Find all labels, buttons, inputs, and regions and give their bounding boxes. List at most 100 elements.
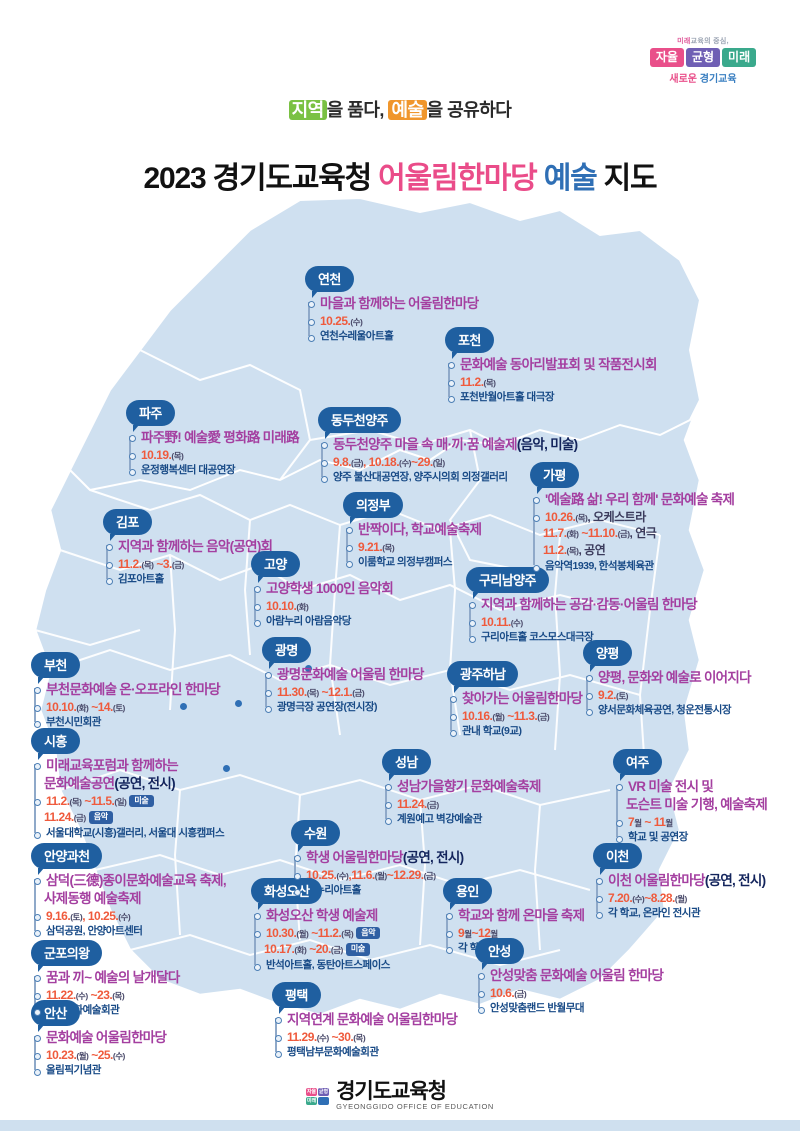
region-rows: 미래교육포럼과 함께하는 문화예술공연(공연, 전시) 11.2.(목) ~11… (31, 758, 225, 841)
region-tag-paju[interactable]: 파주 (126, 400, 175, 432)
bullet-dot-icon (346, 544, 353, 552)
event-venue: 올림픽기념관 (46, 1064, 101, 1077)
title-part-org: 2023 경기도교육청 (143, 162, 379, 196)
region-entry-gwangju-hanam[interactable]: 광주하남 찾아가는 어울림한마당 10.16.(월) ~11.3.(금) 관내 … (447, 661, 583, 740)
category-badge-misul: 미술 (345, 943, 370, 956)
region-tag-hwaseong-osan[interactable]: 화성오산 (251, 878, 323, 910)
region-entry-ansan[interactable]: 안산 문화예술 어울림한마당 10.23.(월) ~25.(수) 올림픽기념관 (31, 1000, 167, 1079)
region-tag-siheung[interactable]: 시흥 (31, 728, 80, 760)
bullet-dot-icon (385, 818, 392, 826)
region-rows: 지역연계 문화예술 어울림한마당 11.29.(수) ~30.(목) 평택남부문… (272, 1012, 458, 1060)
bullet-dot-icon (616, 784, 623, 791)
event-title-line2: 도슨트 미술 기행, 예술축제 (626, 796, 768, 812)
row-date: 10.10.(화) (254, 599, 393, 615)
region-entry-icheon[interactable]: 이천 이천 어울림한마당(공연, 전시) 7.20.(수)~8.28.(월) 각… (593, 843, 766, 922)
row-venue: 평택남부문화예술회관 (275, 1046, 457, 1060)
region-tag-goyang[interactable]: 고양 (251, 551, 300, 583)
region-tag-gapyeong[interactable]: 가평 (530, 462, 579, 494)
region-tag-seongnam[interactable]: 성남 (382, 749, 431, 781)
bullet-dot-icon (596, 878, 603, 885)
bullet-dot-icon (596, 895, 603, 903)
region-tag-yeoncheon[interactable]: 연천 (305, 266, 354, 298)
event-date: 10.23.(월) ~25.(수) (46, 1047, 125, 1062)
region-tag-anyang-gwacheon[interactable]: 안양과천 (31, 843, 103, 875)
bullet-dot-icon (385, 801, 392, 809)
region-tag-pocheon[interactable]: 포천 (445, 327, 494, 359)
event-date: 7.20.(수)~8.28.(월) (608, 890, 687, 905)
region-entry-pyeongtaek[interactable]: 평택 지역연계 문화예술 어울림한마당 11.29.(수) ~30.(목) 평택… (272, 982, 458, 1061)
region-entry-hwaseong-osan[interactable]: 화성오산 화성오산 학생 예술제 10.30.(월) ~11.2.(목) 음악 1… (251, 878, 390, 974)
bullet-dot-icon (321, 442, 328, 449)
event-date: 9.16.(토), 10.25.(수) (46, 908, 131, 923)
event-title-line2: 문화예술공연(공연, 전시) (44, 775, 176, 791)
region-entry-goyang[interactable]: 고양 고양학생 1000인 음악회 10.10.(화) 아람누리 아람음악당 (251, 551, 394, 630)
region-entry-siheung[interactable]: 시흥 미래교육포럼과 함께하는 문화예술공연(공연, 전시) 11.2.(목) … (31, 728, 225, 842)
bullet-dot-icon (254, 620, 261, 628)
bullet-dot-icon (346, 527, 353, 534)
event-venue: 반석아트홀, 동탄아트스페이스 (266, 959, 390, 972)
region-tag-gwangmyeong[interactable]: 광명 (262, 637, 311, 669)
title-part-art: 예술 (536, 162, 604, 196)
region-tag-gimpo[interactable]: 김포 (103, 509, 152, 541)
region-tag-anseong[interactable]: 안성 (475, 938, 524, 970)
row-title: 마을과 함께하는 어울림한마당 (308, 296, 479, 313)
region-entry-anseong[interactable]: 안성 안성맞춤 문화예술 어울림 한마당 10.6.(금) 안성맞춤랜드 반월무… (475, 938, 664, 1017)
region-entry-yeoju[interactable]: 여주 VR 미술 전시 및 도슨트 미술 기행, 예술축제 7월 ~ 11월 학… (613, 749, 768, 846)
event-date: 10.11.(수) (481, 614, 523, 629)
region-entry-pocheon[interactable]: 포천 문화예술 동아리발표회 및 작품전시회 11.2.(목) 포천반월아트홀 … (445, 327, 657, 406)
bullet-dot-icon (106, 561, 113, 569)
bullet-dot-icon (129, 435, 136, 442)
region-tag-bucheon[interactable]: 부천 (31, 652, 80, 684)
region-entry-yeoncheon[interactable]: 연천 마을과 함께하는 어울림한마당 10.25.(수) 연천수레울아트홀 (305, 266, 479, 345)
bullet-dot-icon (533, 514, 540, 522)
bullet-dot-icon (254, 586, 261, 593)
row-title: '예술路 삶! 우리 함께' 문화예술 축제 (533, 492, 735, 509)
region-tag-uijeongbu[interactable]: 의정부 (343, 492, 404, 524)
region-tag-yeoju[interactable]: 여주 (613, 749, 662, 781)
event-date: 10.25.(수) (320, 313, 363, 328)
region-entry-guri-namyangju[interactable]: 구리남양주 지역과 함께하는 공감·감동·어울림 한마당 10.11.(수) 구… (466, 567, 698, 646)
region-tag-dongducheon-yangju[interactable]: 동두천양주 (318, 407, 401, 439)
region-tag-yangpyeong[interactable]: 양평 (583, 640, 632, 672)
bullet-dot-icon (469, 602, 476, 609)
title-part-map: 지도 (603, 162, 658, 196)
region-entry-uijeongbu[interactable]: 의정부 반짝이다, 학교예술축제 9.21.(목) 이룸학교 의정부캠퍼스 (343, 492, 482, 571)
row-venue: 부천시민회관 (34, 716, 220, 730)
region-entry-seongnam[interactable]: 성남 성남가을향기 문화예술축제 11.24.(금) 계원예고 벽강예술관 (382, 749, 541, 828)
map-marker-dot (305, 665, 312, 672)
region-tag-yongin[interactable]: 용인 (443, 878, 492, 910)
region-entry-anyang-gwacheon[interactable]: 안양과천 삼덕(三德)종이문화예술교육 축제, 사제동행 예술축제 9.16.(… (31, 843, 227, 940)
region-tag-gunpo-uiwang[interactable]: 군포의왕 (31, 940, 103, 972)
region-rows: 문화예술 동아리발표회 및 작품전시회 11.2.(목) 포천반월아트홀 대극장 (445, 357, 657, 405)
region-entry-paju[interactable]: 파주 파주野! 예술愛 평화路 미래路 10.19.(목) 운정행복센터 대공연… (126, 400, 300, 479)
bullet-dot-icon (275, 1017, 282, 1024)
region-rows: 화성오산 학생 예술제 10.30.(월) ~11.2.(목) 음악 10.17.… (251, 908, 390, 973)
region-tag-suwon[interactable]: 수원 (291, 820, 340, 852)
region-entry-bucheon[interactable]: 부천 부천문화예술 온·오프라인 한마당 10.10.(화) ~14.(토) 부… (31, 652, 221, 731)
logo-chip-4 (318, 1096, 330, 1105)
row-title: 고양학생 1000인 음악회 (254, 581, 394, 598)
bullet-dot-icon (308, 301, 315, 308)
region-tag-icheon[interactable]: 이천 (593, 843, 642, 875)
event-title-line2: 사제동행 예술축제 (44, 890, 142, 906)
event-date: 11.22.(수) ~23.(목) (46, 987, 125, 1002)
region-tag-pyeongtaek[interactable]: 평택 (272, 982, 321, 1014)
bullet-dot-icon (265, 706, 272, 714)
event-title: 지역연계 문화예술 어울림한마당 (287, 1012, 458, 1027)
event-title: 파주野! 예술愛 평화路 미래路 (141, 430, 300, 445)
region-entry-gimpo[interactable]: 김포 지역과 함께하는 음악(공연)회 11.2.(목) ~3.(금) 김포아트… (103, 509, 273, 588)
bullet-dot-icon (478, 973, 485, 980)
category-badge-eumak: 음악 (88, 811, 113, 824)
bullet-dot-icon (34, 878, 41, 885)
region-entry-gapyeong[interactable]: 가평 '예술路 삶! 우리 함께' 문화예술 축제 10.26.(목), 오케스… (530, 462, 735, 574)
event-title: 학교와 함께 온마을 축제 (458, 908, 585, 923)
bullet-dot-icon (34, 763, 41, 770)
region-rows: 부천문화예술 온·오프라인 한마당 10.10.(화) ~14.(토) 부천시민… (31, 682, 221, 730)
map-landmass (33, 196, 707, 1017)
region-entry-yangpyeong[interactable]: 양평 양평, 문화와 예술로 이어지다 9.2.(토) 양서문화체육공연, 청운… (583, 640, 752, 719)
row-venue: 광명극장 공연장(전시장) (265, 701, 424, 715)
region-entry-gwangmyeong[interactable]: 광명 광명문화예술 어울림 한마당 11.30.(목) ~12.1.(금) 광명… (262, 637, 424, 716)
region-entry-dongducheon-yangju[interactable]: 동두천양주 동두천양주 마을 속 매·끼·꿈 예술제(음악, 미술) 9.8.(… (318, 407, 578, 486)
event-title: 양평, 문화와 예술로 이어지다 (598, 670, 752, 685)
region-tag-gwangju-hanam[interactable]: 광주하남 (447, 661, 519, 693)
